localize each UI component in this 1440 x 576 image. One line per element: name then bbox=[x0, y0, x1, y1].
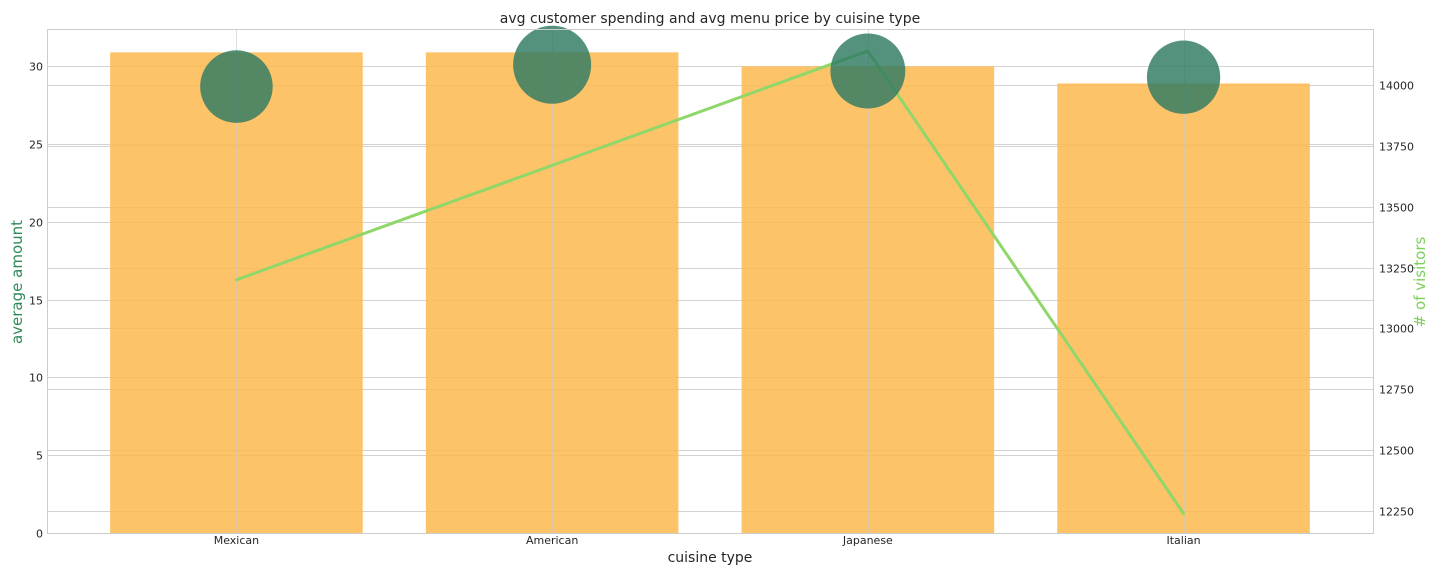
y-tick-label-right: 13250 bbox=[1379, 263, 1414, 276]
visitors-line-layer bbox=[234, 49, 1186, 516]
y-ticks-right: 12250 12500 12750 13000 13250 13500 13750 14000 bbox=[1379, 80, 1414, 519]
chart-title: avg customer spending and avg menu price… bbox=[500, 11, 920, 27]
bar-italian bbox=[1057, 83, 1310, 533]
y-tick-label-right: 13500 bbox=[1379, 202, 1414, 215]
y-tick-label-left: 5 bbox=[36, 450, 43, 463]
y-tick-label-left: 25 bbox=[29, 139, 43, 152]
visitors-line bbox=[234, 49, 1186, 516]
y-tick-label-right: 13000 bbox=[1379, 323, 1414, 336]
y-axis-label-right: # of visitors bbox=[1411, 237, 1429, 328]
x-tick-label-american: American bbox=[526, 534, 578, 547]
y-tick-label-left: 0 bbox=[36, 528, 43, 541]
y-tick-label-right: 13750 bbox=[1379, 141, 1414, 154]
bubble-italian bbox=[1146, 40, 1221, 114]
x-tick-label-italian: Italian bbox=[1167, 534, 1201, 547]
scatter-points bbox=[200, 25, 1221, 123]
plot-frame bbox=[47, 29, 1374, 534]
y-tick-label-right: 12750 bbox=[1379, 384, 1414, 397]
bubble-japanese bbox=[830, 33, 906, 109]
bubble-american bbox=[513, 25, 592, 104]
y-tick-label-left: 10 bbox=[29, 372, 43, 385]
x-tick-label-mexican: Mexican bbox=[214, 534, 259, 547]
bar-japanese bbox=[741, 66, 995, 533]
bubble-mexican bbox=[200, 50, 273, 123]
y-axis-label-left: average amount bbox=[8, 220, 26, 344]
y-tick-label-left: 20 bbox=[29, 217, 43, 230]
y-tick-label-left: 30 bbox=[29, 61, 43, 74]
y-tick-label-right: 12250 bbox=[1379, 506, 1414, 519]
y-tick-label-right: 12500 bbox=[1379, 445, 1414, 458]
y-tick-label-right: 14000 bbox=[1379, 80, 1414, 93]
y-ticks-left: 0 5 10 15 20 25 30 bbox=[29, 61, 43, 541]
y-tick-label-left: 15 bbox=[29, 295, 43, 308]
x-axis-label: cuisine type bbox=[668, 550, 753, 566]
x-tick-label-japanese: Japanese bbox=[842, 534, 893, 547]
x-ticks: Mexican American Japanese Italian bbox=[214, 534, 1201, 547]
